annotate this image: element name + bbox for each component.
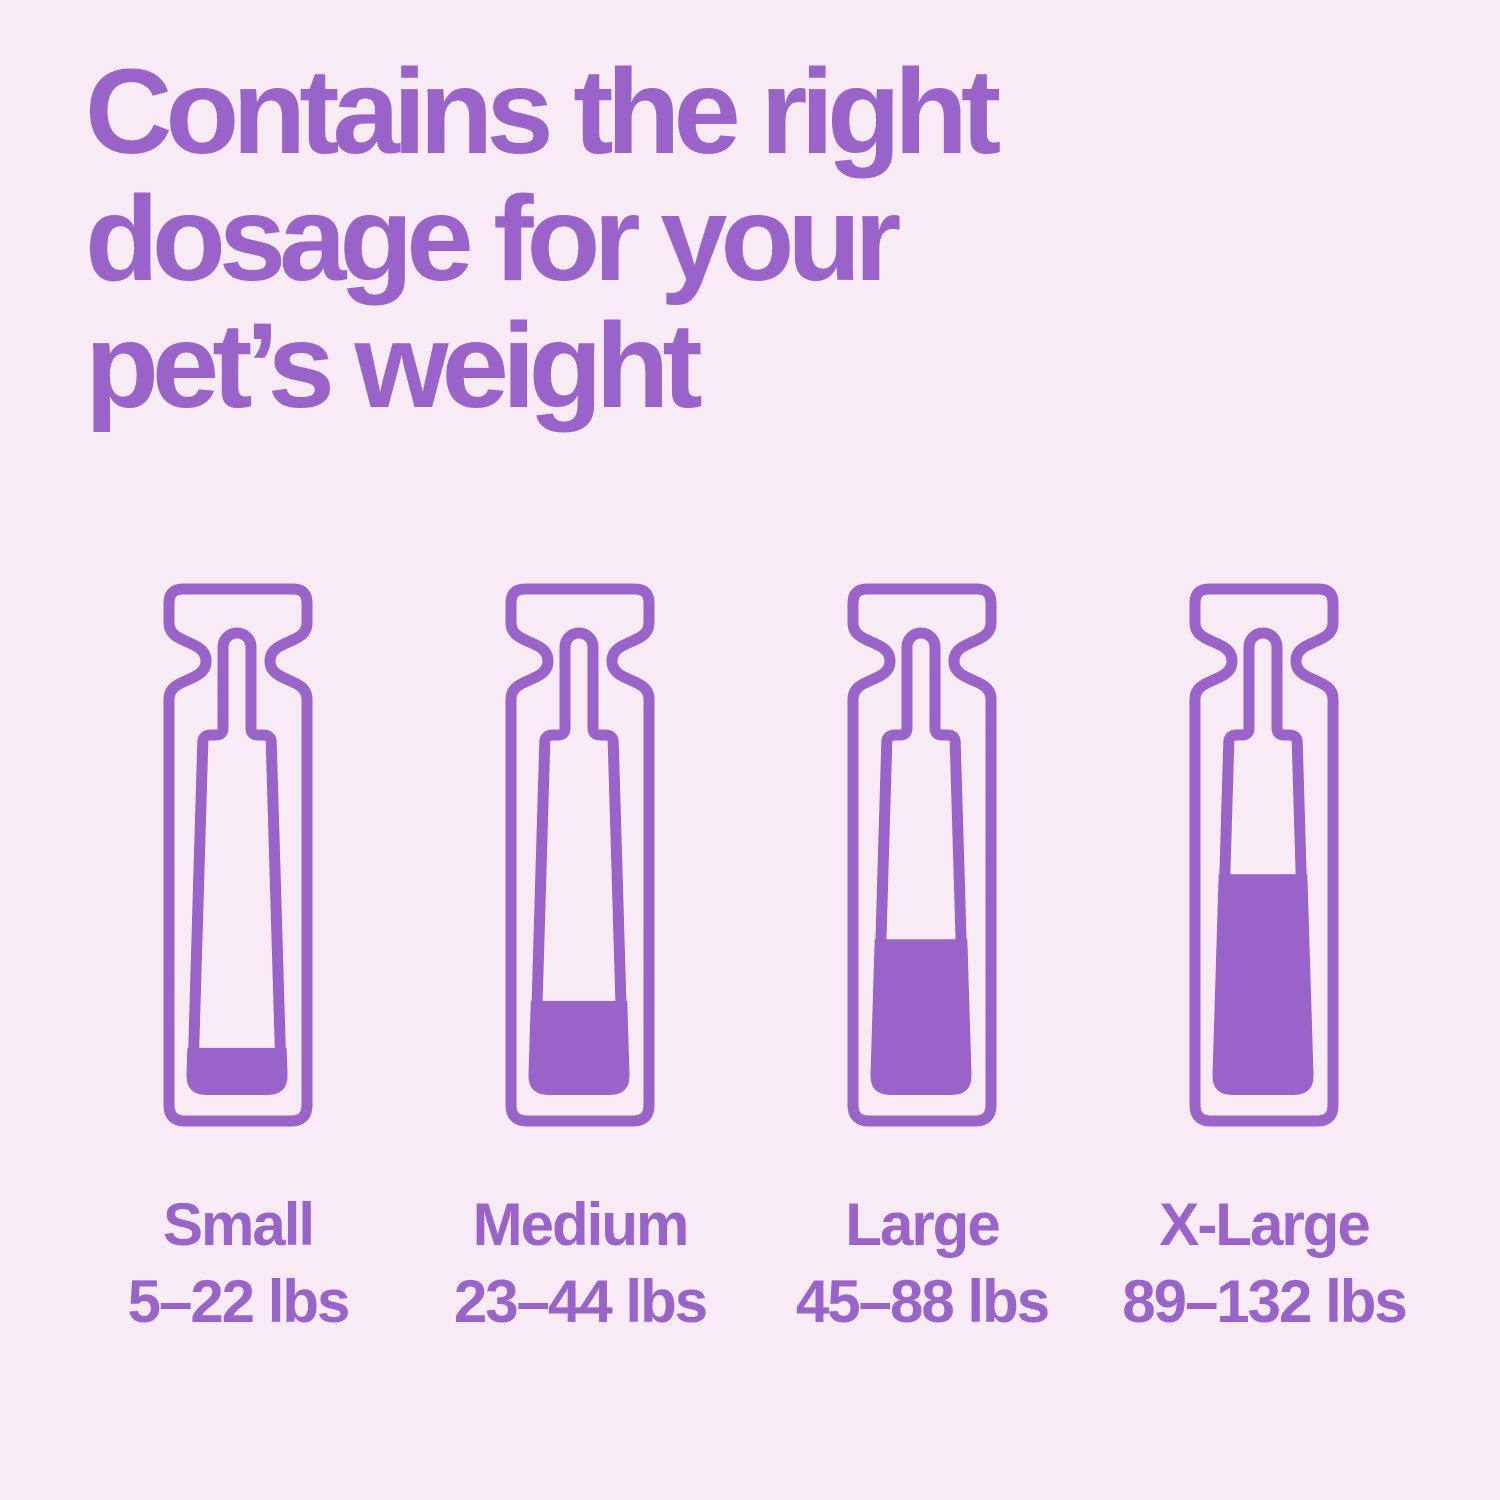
vial-package-outline [163, 583, 313, 1127]
vial-tube-outline [1213, 627, 1313, 1095]
vial-package-outline [847, 583, 997, 1127]
dose-liquid-fill [1212, 874, 1314, 1095]
dose-liquid-fill [870, 939, 972, 1095]
vial-tube-outline [529, 627, 629, 1095]
dosage-vial-small [163, 583, 313, 1127]
dosage-vial-x-large [1189, 583, 1339, 1127]
vial-label-small: Small 5–22 lbs [88, 1186, 388, 1340]
vial-label-large: Large 45–88 lbs [772, 1186, 1072, 1340]
page-title: Contains the right dosage for your pet’s… [85, 43, 1001, 433]
vial-label-medium: Medium 23–44 lbs [430, 1186, 730, 1340]
weight-range: 89–132 lbs [1122, 1268, 1408, 1335]
size-name: X-Large [1159, 1191, 1370, 1258]
labels-row: Small 5–22 lbs Medium 23–44 lbs Large 45–88 l… [88, 1186, 1414, 1340]
vial-package-outline [1189, 583, 1339, 1127]
size-name: Large [845, 1191, 1000, 1258]
vial-package-outline [505, 583, 655, 1127]
vial-label-x-large: X-Large 89–132 lbs [1114, 1186, 1414, 1340]
size-name: Medium [472, 1191, 690, 1258]
dose-liquid-fill [528, 1000, 630, 1095]
dosage-vial-medium [505, 583, 655, 1127]
vial-tube-outline [871, 627, 971, 1095]
weight-range: 23–44 lbs [453, 1268, 708, 1335]
weight-range: 45–88 lbs [795, 1268, 1050, 1335]
vial-tube-outline [187, 627, 287, 1095]
weight-range: 5–22 lbs [127, 1268, 351, 1335]
vials-row [163, 583, 1339, 1127]
dosage-vial-large [847, 583, 997, 1127]
title-line-3: pet’s weight [85, 297, 703, 433]
title-line-1: Contains the right [85, 43, 1001, 179]
title-line-2: dosage for your [85, 170, 901, 306]
size-name: Small [162, 1191, 315, 1258]
